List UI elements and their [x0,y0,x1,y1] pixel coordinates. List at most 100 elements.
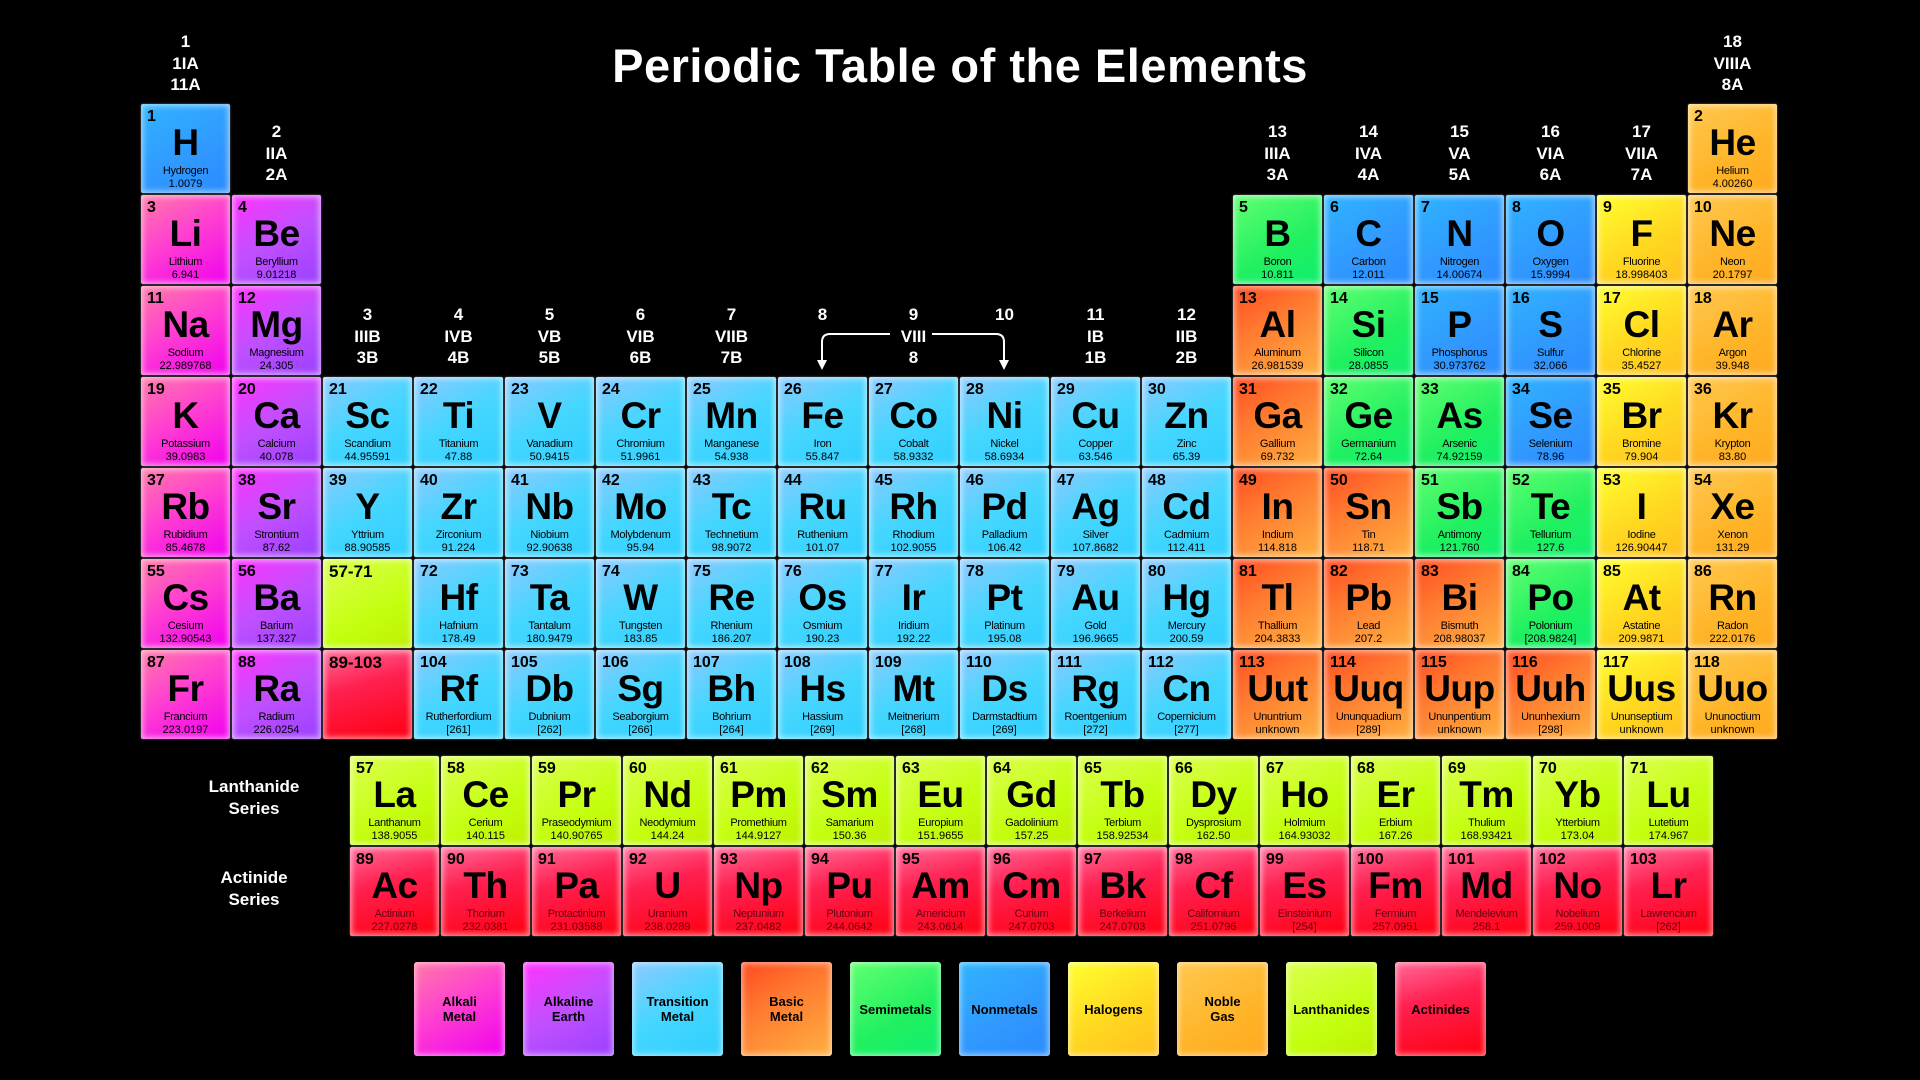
element-cell-ti[interactable]: 22 Ti Titanium 47.88 [414,377,503,466]
element-cell-se[interactable]: 34 Se Selenium 78.96 [1506,377,1595,466]
element-cell-cm[interactable]: 96 Cm Curium 247.0703 [987,847,1076,936]
element-cell-nb[interactable]: 41 Nb Niobium 92.90638 [505,468,594,557]
element-cell-cr[interactable]: 24 Cr Chromium 51.9961 [596,377,685,466]
element-cell-sn[interactable]: 50 Sn Tin 118.71 [1324,468,1413,557]
element-cell-v[interactable]: 23 V Vanadium 50.9415 [505,377,594,466]
element-cell-fr[interactable]: 87 Fr Francium 223.0197 [141,650,230,739]
element-cell-uuq[interactable]: 114 Uuq Ununquadium [289] [1324,650,1413,739]
element-cell-ba[interactable]: 56 Ba Barium 137.327 [232,559,321,648]
element-cell-th[interactable]: 90 Th Thorium 232.0381 [441,847,530,936]
element-cell-cl[interactable]: 17 Cl Chlorine 35.4527 [1597,286,1686,375]
element-cell-am[interactable]: 95 Am Americium 243.0614 [896,847,985,936]
element-cell-he[interactable]: 2 He Helium 4.00260 [1688,104,1777,193]
element-cell-os[interactable]: 76 Os Osmium 190.23 [778,559,867,648]
element-cell-ru[interactable]: 44 Ru Ruthenium 101.07 [778,468,867,557]
element-cell-nd[interactable]: 60 Nd Neodymium 144.24 [623,756,712,845]
element-cell-sr[interactable]: 38 Sr Strontium 87.62 [232,468,321,557]
element-cell-kr[interactable]: 36 Kr Krypton 83.80 [1688,377,1777,466]
element-cell-pd[interactable]: 46 Pd Palladium 106.42 [960,468,1049,557]
element-cell-ir[interactable]: 77 Ir Iridium 192.22 [869,559,958,648]
element-cell-zr[interactable]: 40 Zr Zirconium 91.224 [414,468,503,557]
element-cell-bh[interactable]: 107 Bh Bohrium [264] [687,650,776,739]
element-cell-re[interactable]: 75 Re Rhenium 186.207 [687,559,776,648]
element-cell-lu[interactable]: 71 Lu Lutetium 174.967 [1624,756,1713,845]
element-cell-rf[interactable]: 104 Rf Rutherfordium [261] [414,650,503,739]
element-cell-er[interactable]: 68 Er Erbium 167.26 [1351,756,1440,845]
element-cell-pb[interactable]: 82 Pb Lead 207.2 [1324,559,1413,648]
element-cell-ca[interactable]: 20 Ca Calcium 40.078 [232,377,321,466]
element-cell-hf[interactable]: 72 Hf Hafnium 178.49 [414,559,503,648]
element-cell-f[interactable]: 9 F Fluorine 18.998403 [1597,195,1686,284]
element-cell-bk[interactable]: 97 Bk Berkelium 247.0703 [1078,847,1167,936]
element-cell-o[interactable]: 8 O Oxygen 15.9994 [1506,195,1595,284]
element-cell-dy[interactable]: 66 Dy Dysprosium 162.50 [1169,756,1258,845]
element-cell-cu[interactable]: 29 Cu Copper 63.546 [1051,377,1140,466]
element-cell-as[interactable]: 33 As Arsenic 74.92159 [1415,377,1504,466]
element-cell-eu[interactable]: 63 Eu Europium 151.9655 [896,756,985,845]
element-cell-w[interactable]: 74 W Tungsten 183.85 [596,559,685,648]
element-cell-co[interactable]: 27 Co Cobalt 58.9332 [869,377,958,466]
element-cell-tc[interactable]: 43 Tc Technetium 98.9072 [687,468,776,557]
element-cell-rg[interactable]: 111 Rg Roentgenium [272] [1051,650,1140,739]
element-cell-ta[interactable]: 73 Ta Tantalum 180.9479 [505,559,594,648]
element-cell-sb[interactable]: 51 Sb Antimony 121.760 [1415,468,1504,557]
element-cell-ag[interactable]: 47 Ag Silver 107.8682 [1051,468,1140,557]
element-cell-au[interactable]: 79 Au Gold 196.9665 [1051,559,1140,648]
element-cell-b[interactable]: 5 B Boron 10.811 [1233,195,1322,284]
element-cell-li[interactable]: 3 Li Lithium 6.941 [141,195,230,284]
element-cell-h[interactable]: 1 H Hydrogen 1.0079 [141,104,230,193]
element-cell-c[interactable]: 6 C Carbon 12.011 [1324,195,1413,284]
element-cell-y[interactable]: 39 Y Yttrium 88.90585 [323,468,412,557]
element-cell-in[interactable]: 49 In Indium 114.818 [1233,468,1322,557]
element-cell-rn[interactable]: 86 Rn Radon 222.0176 [1688,559,1777,648]
element-cell-uus[interactable]: 117 Uus Ununseptium unknown [1597,650,1686,739]
element-cell-ce[interactable]: 58 Ce Cerium 140.115 [441,756,530,845]
element-cell-rb[interactable]: 37 Rb Rubidium 85.4678 [141,468,230,557]
element-cell-pm[interactable]: 61 Pm Promethium 144.9127 [714,756,803,845]
element-cell-gd[interactable]: 64 Gd Gadolinium 157.25 [987,756,1076,845]
element-cell-cs[interactable]: 55 Cs Cesium 132.90543 [141,559,230,648]
element-cell-fe[interactable]: 26 Fe Iron 55.847 [778,377,867,466]
element-cell-cf[interactable]: 98 Cf Californium 251.0796 [1169,847,1258,936]
element-cell-sc[interactable]: 21 Sc Scandium 44.95591 [323,377,412,466]
element-cell-ho[interactable]: 67 Ho Holmium 164.93032 [1260,756,1349,845]
element-cell-mt[interactable]: 109 Mt Meitnerium [268] [869,650,958,739]
element-cell-uuo[interactable]: 118 Uuo Ununoctium unknown [1688,650,1777,739]
element-cell-fm[interactable]: 100 Fm Fermium 257.0951 [1351,847,1440,936]
element-cell-lr[interactable]: 103 Lr Lawrencium [262] [1624,847,1713,936]
element-cell-pr[interactable]: 59 Pr Praseodymium 140.90765 [532,756,621,845]
element-cell-ga[interactable]: 31 Ga Gallium 69.732 [1233,377,1322,466]
element-cell-pu[interactable]: 94 Pu Plutonium 244.0642 [805,847,894,936]
element-cell-ac[interactable]: 89 Ac Actinium 227.0278 [350,847,439,936]
element-cell-at[interactable]: 85 At Astatine 209.9871 [1597,559,1686,648]
element-cell-be[interactable]: 4 Be Beryllium 9.01218 [232,195,321,284]
element-cell-u[interactable]: 92 U Uranium 238.0289 [623,847,712,936]
actinide-placeholder[interactable]: 89-103 [323,650,412,739]
element-cell-si[interactable]: 14 Si Silicon 28.0855 [1324,286,1413,375]
element-cell-k[interactable]: 19 K Potassium 39.0983 [141,377,230,466]
element-cell-xe[interactable]: 54 Xe Xenon 131.29 [1688,468,1777,557]
element-cell-mn[interactable]: 25 Mn Manganese 54.938 [687,377,776,466]
element-cell-pa[interactable]: 91 Pa Protactinium 231.03588 [532,847,621,936]
element-cell-ni[interactable]: 28 Ni Nickel 58.6934 [960,377,1049,466]
element-cell-hs[interactable]: 108 Hs Hassium [269] [778,650,867,739]
element-cell-cn[interactable]: 112 Cn Copernicium [277] [1142,650,1231,739]
element-cell-sg[interactable]: 106 Sg Seaborgium [266] [596,650,685,739]
element-cell-s[interactable]: 16 S Sulfur 32.066 [1506,286,1595,375]
lanthanide-placeholder[interactable]: 57-71 [323,559,412,648]
element-cell-db[interactable]: 105 Db Dubnium [262] [505,650,594,739]
element-cell-i[interactable]: 53 I Iodine 126.90447 [1597,468,1686,557]
element-cell-cd[interactable]: 48 Cd Cadmium 112.411 [1142,468,1231,557]
element-cell-es[interactable]: 99 Es Einsteinium [254] [1260,847,1349,936]
element-cell-uut[interactable]: 113 Uut Ununtrium unknown [1233,650,1322,739]
element-cell-bi[interactable]: 83 Bi Bismuth 208.98037 [1415,559,1504,648]
element-cell-sm[interactable]: 62 Sm Samarium 150.36 [805,756,894,845]
element-cell-na[interactable]: 11 Na Sodium 22.989768 [141,286,230,375]
element-cell-al[interactable]: 13 Al Aluminum 26.981539 [1233,286,1322,375]
element-cell-tb[interactable]: 65 Tb Terbium 158.92534 [1078,756,1167,845]
element-cell-ne[interactable]: 10 Ne Neon 20.1797 [1688,195,1777,284]
element-cell-zn[interactable]: 30 Zn Zinc 65.39 [1142,377,1231,466]
element-cell-ra[interactable]: 88 Ra Radium 226.0254 [232,650,321,739]
element-cell-ar[interactable]: 18 Ar Argon 39.948 [1688,286,1777,375]
element-cell-tm[interactable]: 69 Tm Thulium 168.93421 [1442,756,1531,845]
